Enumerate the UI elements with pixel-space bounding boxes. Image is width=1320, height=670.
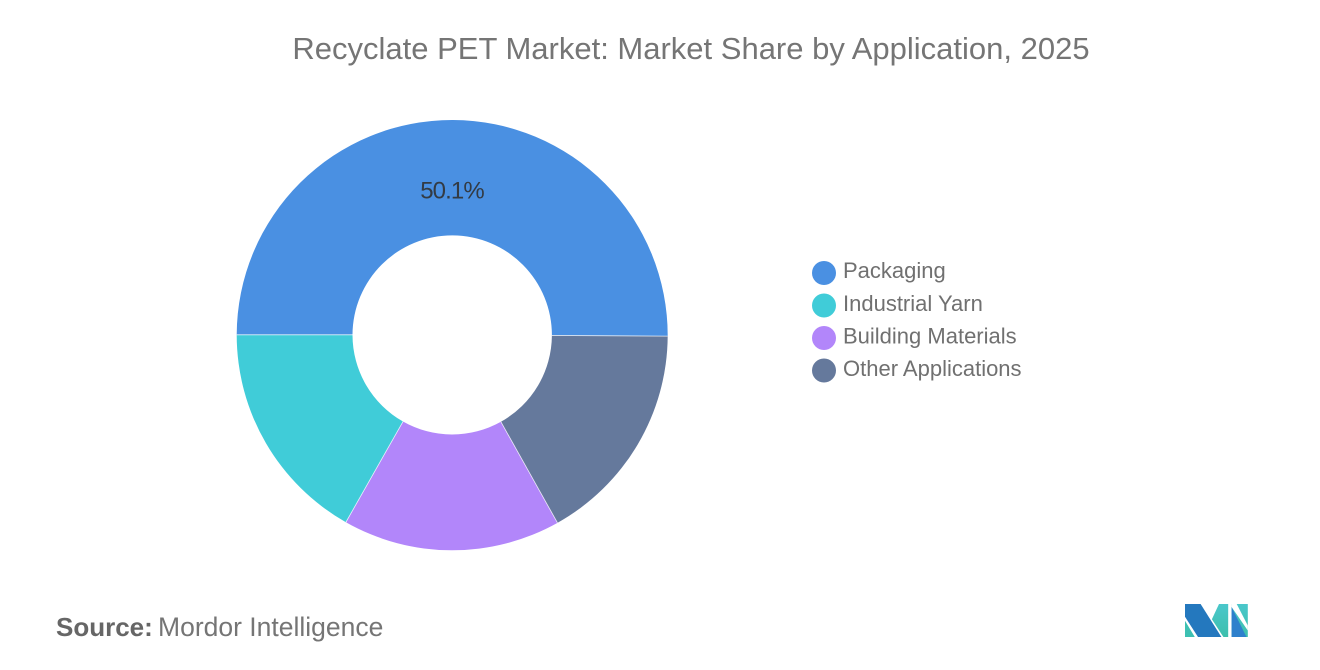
svg-text:Industrial Yarn: Industrial Yarn	[843, 291, 983, 316]
svg-text:Mordor Intelligence: Mordor Intelligence	[158, 612, 383, 642]
svg-text:Packaging: Packaging	[843, 258, 946, 283]
svg-text:Recyclate PET Market: Market S: Recyclate PET Market: Market Share by Ap…	[292, 31, 1089, 66]
svg-text:Source:: Source:	[56, 612, 153, 642]
svg-text:Other Applications: Other Applications	[843, 356, 1022, 381]
svg-text:50.1%: 50.1%	[420, 178, 484, 205]
svg-text:Building Materials: Building Materials	[843, 323, 1017, 348]
